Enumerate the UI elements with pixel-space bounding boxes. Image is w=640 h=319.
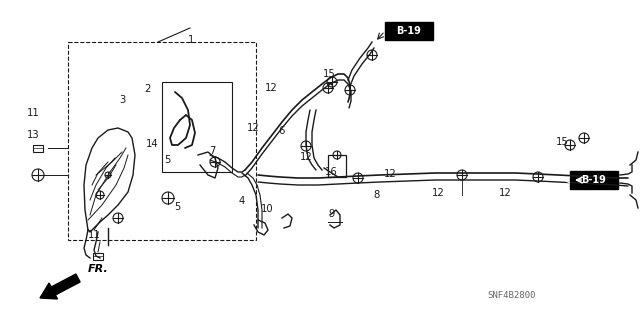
- Bar: [33, 145, 43, 152]
- Text: SNF4B2800: SNF4B2800: [488, 291, 536, 300]
- Text: 3: 3: [120, 95, 126, 106]
- FancyArrow shape: [40, 274, 80, 299]
- Text: 9: 9: [328, 209, 335, 219]
- Text: B-19: B-19: [582, 175, 607, 185]
- Text: 6: 6: [278, 126, 285, 136]
- Text: 12: 12: [432, 188, 445, 198]
- Text: 14: 14: [146, 139, 159, 149]
- Text: B-19: B-19: [397, 26, 421, 36]
- Text: 5: 5: [164, 155, 171, 165]
- Text: 7: 7: [209, 145, 216, 156]
- Bar: [68, 42, 256, 240]
- Bar: [570, 171, 618, 189]
- Text: 15: 15: [323, 69, 335, 79]
- Text: 10: 10: [261, 204, 274, 214]
- Text: 11: 11: [27, 108, 40, 118]
- Text: 8: 8: [373, 189, 380, 200]
- Text: 2: 2: [144, 84, 150, 94]
- Text: FR.: FR.: [88, 264, 109, 274]
- Text: 16: 16: [325, 167, 338, 177]
- Bar: [328, 155, 346, 177]
- Bar: [385, 22, 433, 40]
- Text: 12: 12: [265, 83, 278, 93]
- Text: 12: 12: [246, 123, 259, 133]
- Text: 12: 12: [499, 188, 512, 198]
- Text: 12: 12: [384, 169, 397, 179]
- Text: 1: 1: [188, 35, 194, 45]
- Text: 13: 13: [27, 130, 40, 140]
- Text: 4: 4: [239, 196, 245, 206]
- Text: 12: 12: [300, 152, 312, 162]
- Bar: [93, 253, 103, 259]
- Text: 11: 11: [88, 230, 101, 241]
- Bar: [162, 82, 232, 172]
- Text: 15: 15: [556, 137, 568, 147]
- Text: 5: 5: [174, 202, 180, 212]
